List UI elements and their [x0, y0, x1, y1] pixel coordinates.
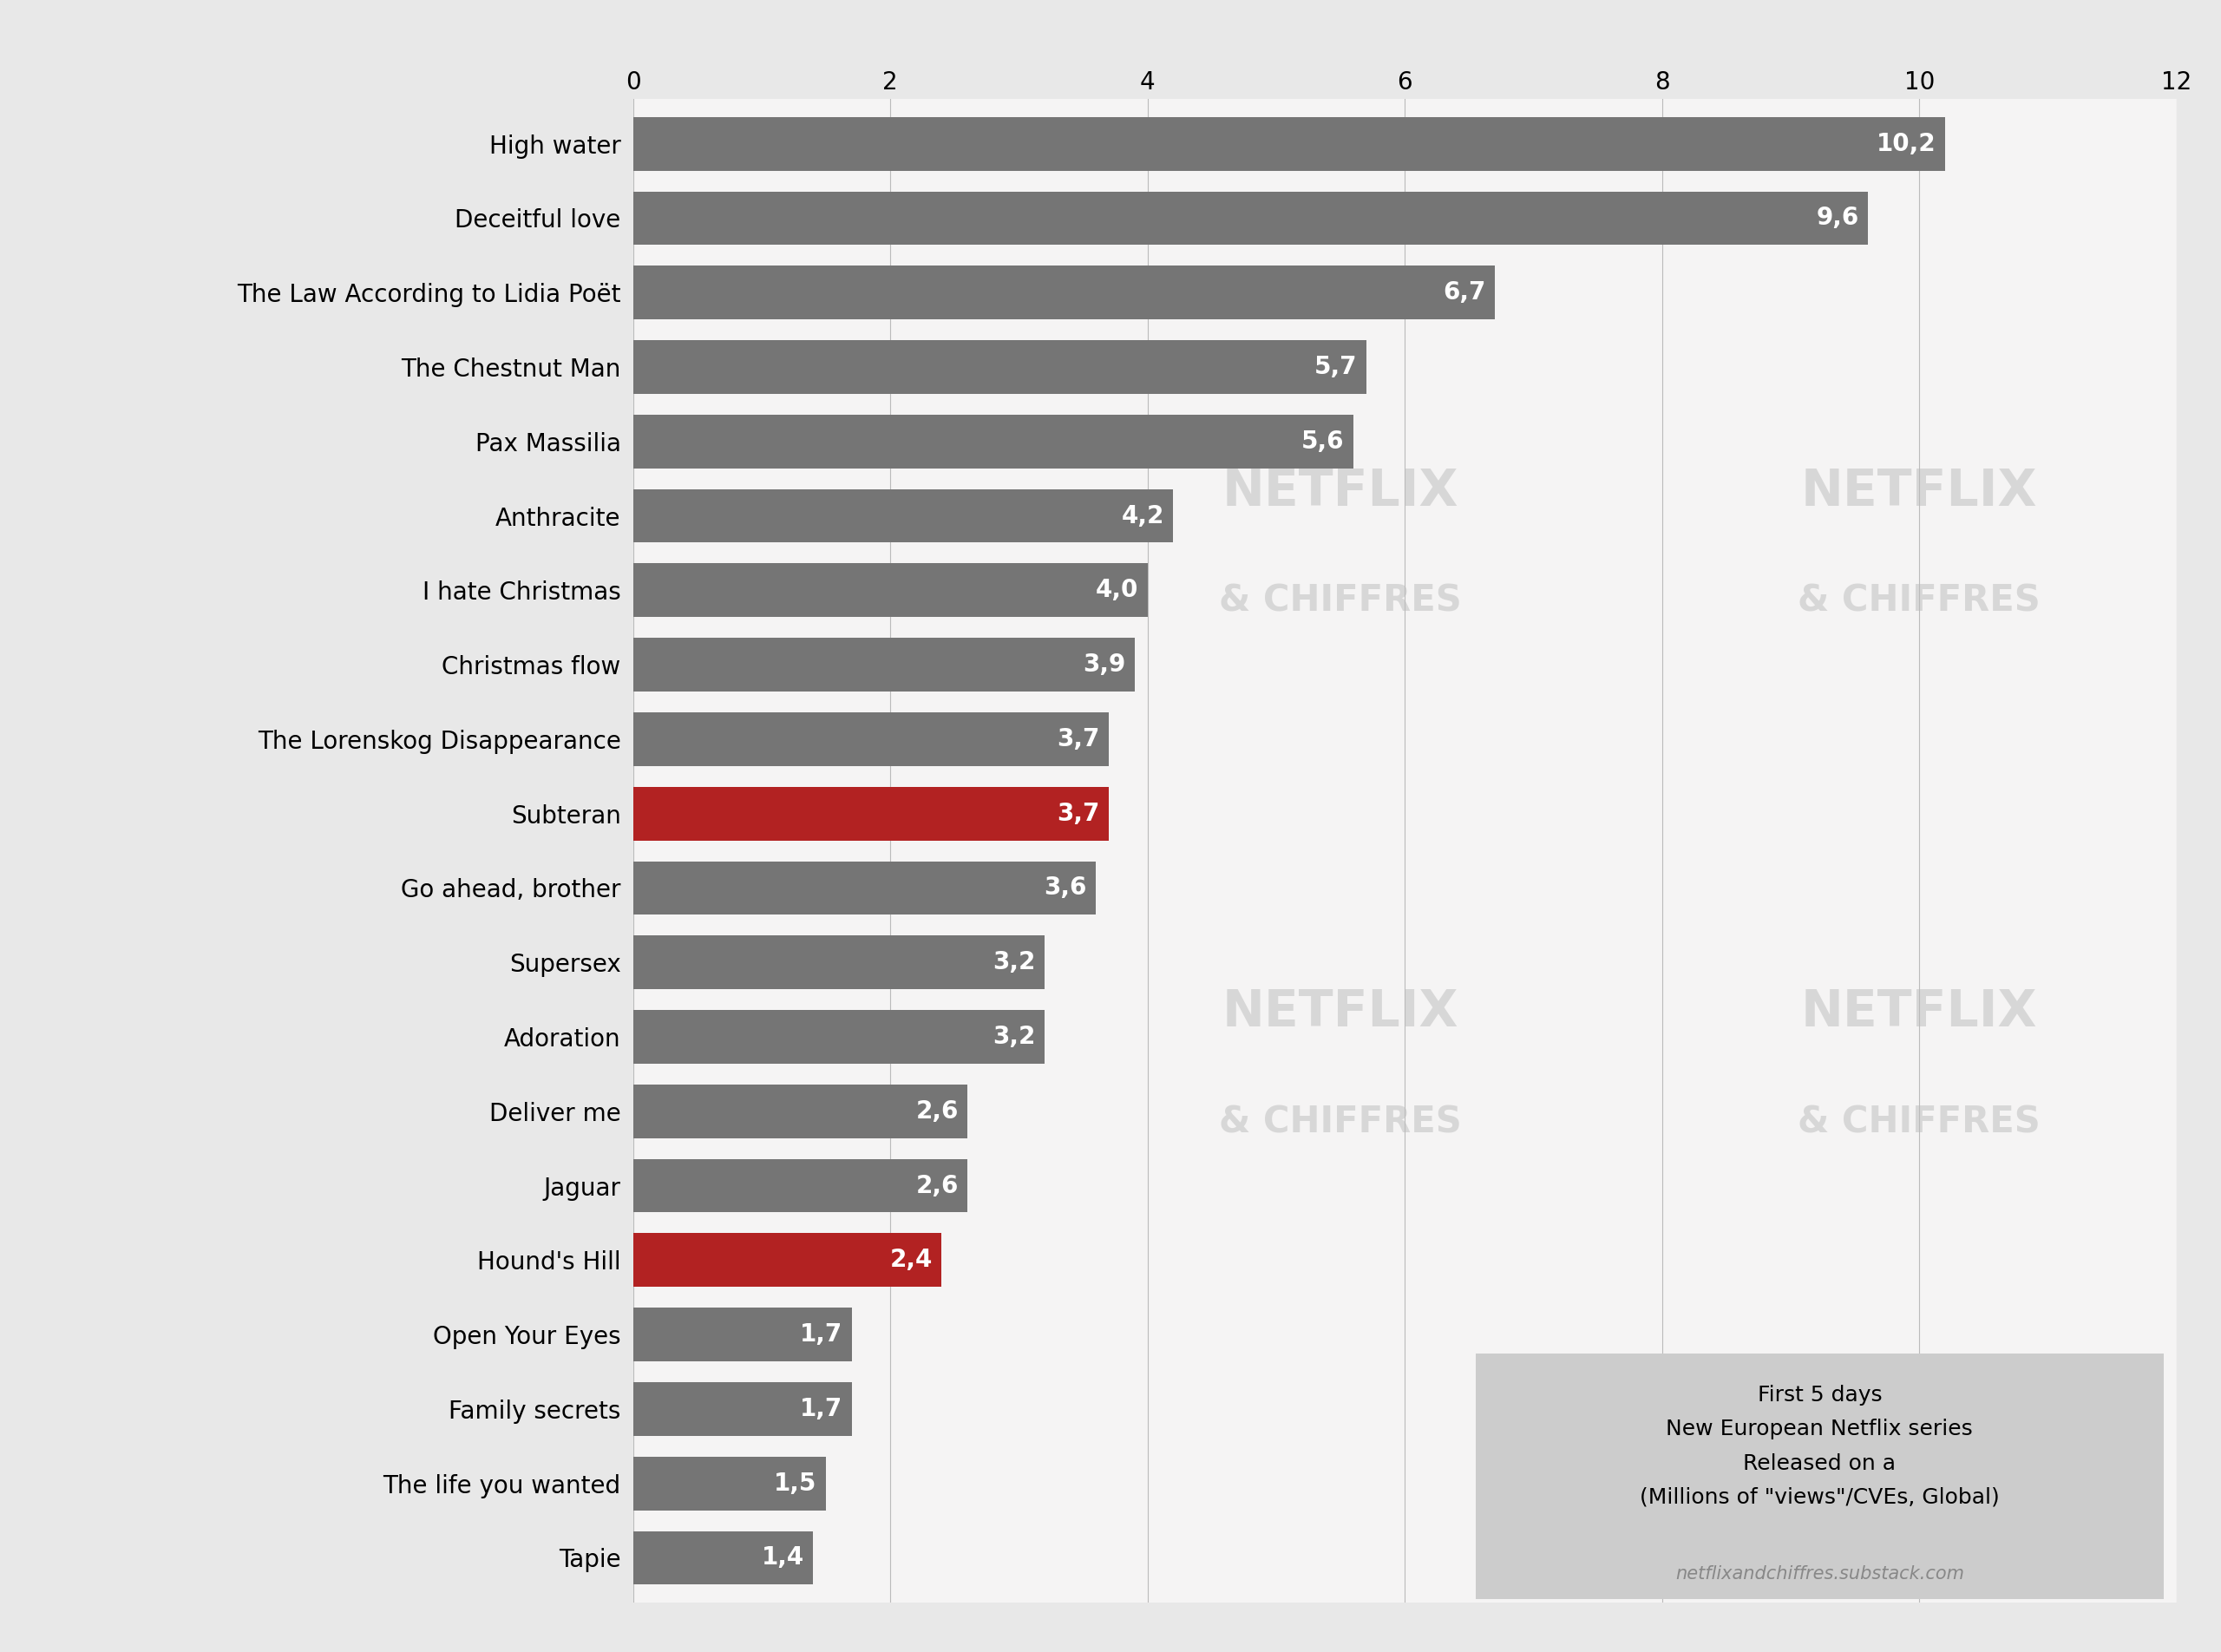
Bar: [633, 1160, 968, 1213]
Text: 3,6: 3,6: [1044, 876, 1086, 900]
Text: 1,4: 1,4: [762, 1546, 804, 1569]
Text: 2,6: 2,6: [915, 1099, 959, 1123]
Text: First 5 days
New European Netflix series
Released on a
(Millions of "views"/CVEs: First 5 days New European Netflix series…: [1639, 1384, 1999, 1508]
Bar: [633, 1383, 851, 1436]
Text: & CHIFFRES: & CHIFFRES: [1219, 583, 1461, 620]
FancyBboxPatch shape: [1475, 1353, 2163, 1599]
Text: 3,2: 3,2: [993, 1024, 1035, 1049]
Text: 3,9: 3,9: [1084, 653, 1126, 677]
Bar: [633, 266, 1495, 319]
Text: 1,7: 1,7: [800, 1322, 842, 1346]
Bar: [633, 786, 1108, 841]
Bar: [633, 1009, 1044, 1064]
Text: & CHIFFRES: & CHIFFRES: [1799, 1104, 2041, 1140]
Bar: [633, 638, 1135, 692]
Text: 9,6: 9,6: [1817, 206, 1859, 230]
Bar: [633, 1084, 968, 1138]
Bar: [633, 861, 1097, 915]
Text: netflixandchiffres.substack.com: netflixandchiffres.substack.com: [1675, 1566, 1963, 1583]
Text: NETFLIX: NETFLIX: [1801, 988, 2037, 1037]
Bar: [633, 415, 1353, 468]
Text: & CHIFFRES: & CHIFFRES: [1219, 1104, 1461, 1140]
Bar: [633, 117, 1946, 170]
Text: 3,7: 3,7: [1057, 727, 1099, 752]
Text: & CHIFFRES: & CHIFFRES: [1799, 583, 2041, 620]
Text: 1,5: 1,5: [775, 1472, 817, 1495]
Bar: [633, 1234, 942, 1287]
Bar: [633, 192, 1868, 244]
Text: NETFLIX: NETFLIX: [1222, 988, 1459, 1037]
Bar: [633, 1531, 813, 1584]
Text: 5,7: 5,7: [1315, 355, 1357, 380]
Bar: [633, 935, 1044, 990]
Text: NETFLIX: NETFLIX: [1801, 466, 2037, 515]
Bar: [633, 1308, 851, 1361]
Text: 6,7: 6,7: [1444, 281, 1486, 304]
Text: 1,7: 1,7: [800, 1398, 842, 1421]
Text: 4,2: 4,2: [1122, 504, 1164, 529]
Bar: [633, 340, 1366, 393]
Text: 5,6: 5,6: [1302, 430, 1344, 454]
Text: 4,0: 4,0: [1095, 578, 1139, 603]
Bar: [633, 489, 1173, 542]
Text: 3,7: 3,7: [1057, 801, 1099, 826]
Text: NETFLIX: NETFLIX: [1222, 466, 1459, 515]
Text: 2,4: 2,4: [891, 1247, 933, 1272]
Bar: [633, 1457, 826, 1510]
Text: 10,2: 10,2: [1877, 132, 1937, 155]
Bar: [633, 712, 1108, 767]
Text: 2,6: 2,6: [915, 1173, 959, 1198]
Bar: [633, 563, 1148, 618]
Text: 3,2: 3,2: [993, 950, 1035, 975]
